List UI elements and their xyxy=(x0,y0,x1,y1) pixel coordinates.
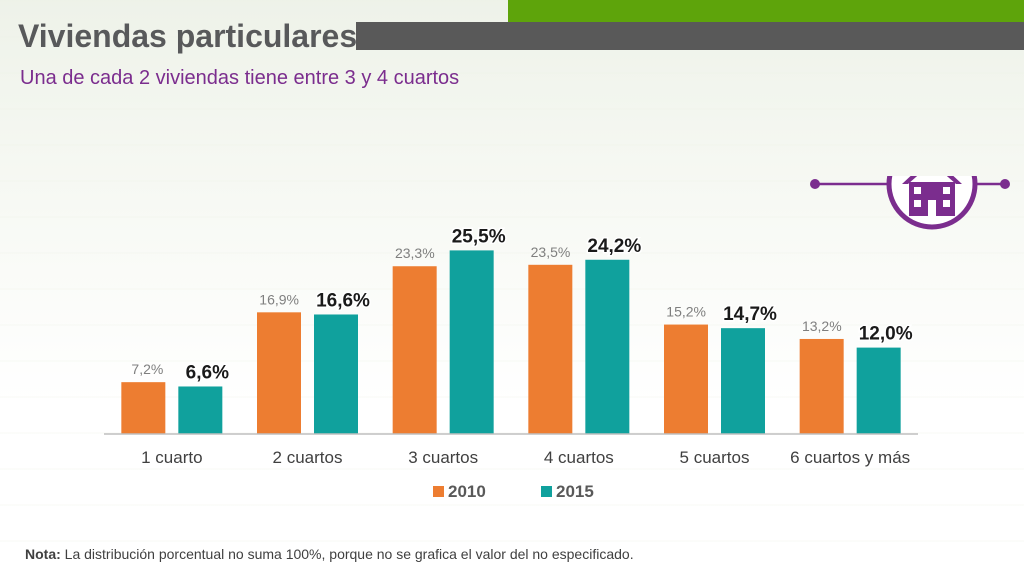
data-label-2010-3: 23,3% xyxy=(395,245,435,261)
x-tick-label-4: 4 cuartos xyxy=(544,448,614,467)
footnote: Nota: La distribución porcentual no suma… xyxy=(25,546,634,562)
header-title-bar xyxy=(356,22,1024,50)
decor-dot-right xyxy=(1000,179,1010,189)
data-label-2010-2: 16,9% xyxy=(259,291,299,307)
house-badge xyxy=(810,176,1010,230)
footnote-label: Nota: xyxy=(25,546,61,562)
page-title: Viviendas particulares xyxy=(18,18,358,54)
x-tick-label-6: 6 cuartos y más xyxy=(790,448,910,467)
bar-2010-1 xyxy=(121,382,166,434)
data-label-2015-3: 25,5% xyxy=(452,226,506,247)
data-label-2015-1: 6,6% xyxy=(186,362,229,383)
bar-2010-5 xyxy=(664,324,708,434)
bar-2015-4 xyxy=(585,259,630,434)
bar-2010-6 xyxy=(799,338,844,434)
x-tick-label-2: 2 cuartos xyxy=(273,448,343,467)
house-icon xyxy=(886,176,978,230)
x-tick-label-3: 3 cuartos xyxy=(408,448,478,467)
legend-label-2010: 2010 xyxy=(448,482,486,501)
bar-2015-2 xyxy=(314,314,358,434)
data-label-2010-4: 23,5% xyxy=(531,244,571,260)
bar-2015-5 xyxy=(721,328,765,434)
footnote-text: La distribución porcentual no suma 100%,… xyxy=(60,546,634,562)
data-label-2010-1: 7,2% xyxy=(131,361,163,377)
page-subtitle: Una de cada 2 viviendas tiene entre 3 y … xyxy=(20,67,460,89)
data-label-2015-5: 14,7% xyxy=(723,304,777,325)
data-label-2010-5: 15,2% xyxy=(666,304,706,320)
legend-label-2015: 2015 xyxy=(556,482,594,501)
data-label-2015-2: 16,6% xyxy=(316,290,370,311)
bar-2015-6 xyxy=(856,347,901,434)
bar-2015-3 xyxy=(449,250,494,434)
x-tick-label-1: 1 cuarto xyxy=(141,448,202,467)
bar-chart: 7,2% 6,6% 1 cuarto 16,9% 16,6% 2 cuartos 23,3%… xyxy=(104,225,918,501)
data-label-2015-6: 12,0% xyxy=(859,324,913,345)
data-label-2010-6: 13,2% xyxy=(802,318,842,334)
decor-dot-left xyxy=(810,179,820,189)
bar-2010-3 xyxy=(392,266,437,434)
bar-2015-1 xyxy=(178,386,223,434)
data-label-2015-4: 24,2% xyxy=(587,236,641,257)
legend-swatch-2015 xyxy=(541,486,552,497)
legend-swatch-2010 xyxy=(433,486,444,497)
header-accent-bar xyxy=(508,0,1024,22)
bar-2010-4 xyxy=(528,264,573,434)
x-tick-label-5: 5 cuartos xyxy=(680,448,750,467)
bar-2010-2 xyxy=(257,312,301,434)
